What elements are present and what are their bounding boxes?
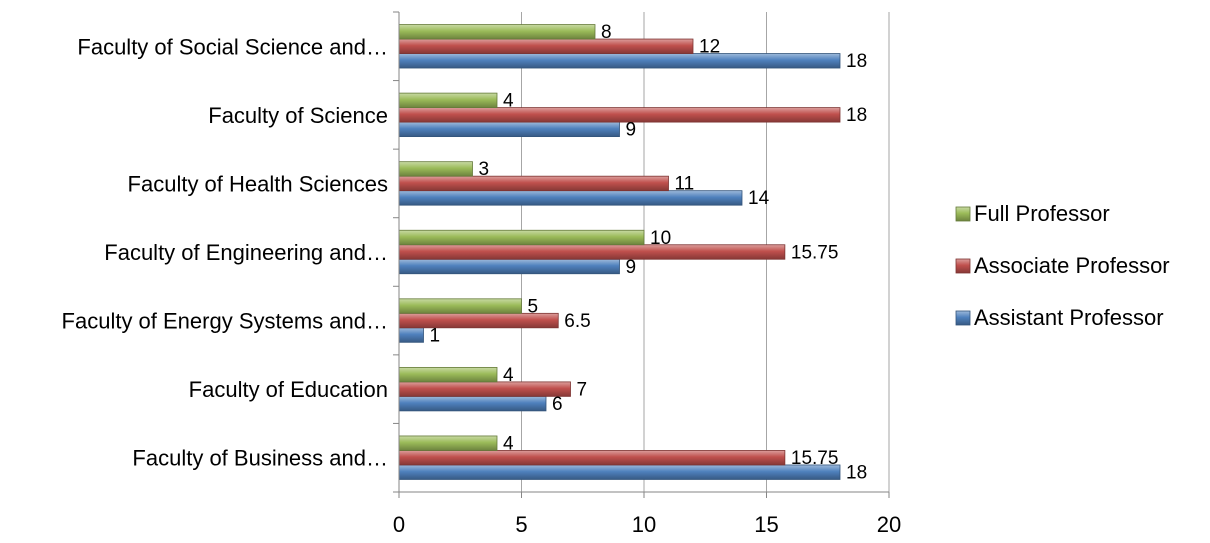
data-label: 18 (846, 105, 867, 126)
bar-full-professor (398, 161, 473, 177)
data-label: 12 (699, 37, 720, 58)
category-label: Faculty of Engineering and… (104, 240, 388, 265)
x-tick-label: 15 (754, 512, 778, 537)
bar-assistant-professor (398, 464, 841, 480)
data-label: 1 (430, 325, 441, 346)
x-tick-label: 10 (632, 512, 656, 537)
legend-item: Full Professor (955, 201, 1110, 226)
data-label: 8 (601, 22, 612, 43)
bar-associate-professor (398, 244, 786, 260)
legend-item: Assistant Professor (955, 305, 1164, 330)
data-label: 5 (528, 296, 539, 317)
axes (393, 11, 890, 498)
bar-assistant-professor (398, 53, 841, 69)
bar-associate-professor (398, 38, 694, 54)
bars (398, 24, 841, 480)
data-label: 11 (675, 174, 695, 195)
legend-label: Assistant Professor (974, 305, 1164, 330)
data-label: 4 (503, 433, 514, 454)
category-label: Faculty of Social Science and… (77, 34, 388, 59)
data-label: 7 (577, 379, 588, 400)
x-tick-label: 5 (515, 512, 527, 537)
x-tick-label: 20 (877, 512, 901, 537)
x-tick-label: 0 (393, 512, 405, 537)
category-label: Faculty of Business and… (132, 446, 388, 471)
data-label: 15.75 (791, 242, 839, 263)
legend-swatch (955, 258, 971, 274)
bar-assistant-professor (398, 395, 547, 412)
legend-swatch (955, 310, 971, 326)
data-label: 4 (503, 365, 514, 386)
data-label: 4 (503, 91, 514, 112)
bar-associate-professor (398, 381, 571, 397)
bar-associate-professor (398, 175, 669, 192)
data-label: 10 (650, 228, 671, 249)
category-labels: Faculty of Business and… Faculty of Educa… (62, 34, 388, 470)
legend-item: Associate Professor (955, 253, 1170, 278)
bar-full-professor (398, 366, 498, 383)
category-label: Faculty of Energy Systems and… (62, 309, 388, 334)
data-label: 6.5 (564, 311, 590, 332)
data-label: 18 (846, 462, 867, 483)
data-label: 9 (626, 120, 637, 141)
bar-full-professor (398, 92, 498, 109)
x-tick-labels: 0 5 10 15 20 (393, 512, 901, 537)
bar-full-professor (398, 435, 498, 451)
data-label: 15.75 (791, 448, 839, 469)
data-label: 9 (626, 257, 637, 278)
category-label: Faculty of Science (208, 103, 388, 128)
bar-full-professor (398, 229, 645, 246)
data-label: 18 (846, 51, 867, 72)
legend: Full Professor Associate Professor Assista… (955, 201, 1170, 330)
data-label: 6 (552, 394, 563, 415)
bar-associate-professor (398, 450, 786, 466)
bar-full-professor (398, 24, 596, 40)
category-label: Faculty of Health Sciences (128, 171, 388, 196)
bar-full-professor (398, 298, 522, 314)
bar-associate-professor (398, 107, 841, 123)
data-label: 14 (748, 188, 770, 209)
bar-assistant-professor (398, 258, 620, 275)
data-labels: 18 15.75 4 67 4 1 6.5 5 9 15.75 10 14 11 3 9 18 4 18 12 8 (430, 22, 868, 483)
bar-assistant-professor (398, 327, 424, 343)
data-label: 3 (479, 159, 490, 180)
legend-label: Associate Professor (974, 253, 1170, 278)
legend-swatch (955, 206, 971, 222)
category-label: Faculty of Education (189, 377, 388, 402)
legend-label: Full Professor (974, 201, 1110, 226)
bar-assistant-professor (398, 121, 620, 138)
